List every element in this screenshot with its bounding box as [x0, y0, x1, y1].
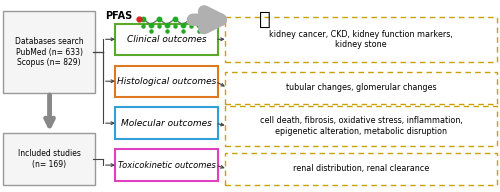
FancyBboxPatch shape	[225, 72, 497, 104]
FancyBboxPatch shape	[116, 108, 218, 139]
FancyBboxPatch shape	[225, 153, 497, 185]
Text: Histological outcomes: Histological outcomes	[117, 77, 216, 86]
FancyBboxPatch shape	[225, 107, 497, 146]
FancyBboxPatch shape	[116, 65, 218, 97]
FancyBboxPatch shape	[116, 24, 218, 55]
Text: 🫘: 🫘	[259, 10, 271, 29]
Text: Molecular outcomes: Molecular outcomes	[121, 119, 212, 128]
Text: tubular changes, glomerular changes: tubular changes, glomerular changes	[286, 83, 436, 92]
Text: kidney cancer, CKD, kidney function markers,
kidney stone: kidney cancer, CKD, kidney function mark…	[269, 30, 453, 49]
FancyBboxPatch shape	[116, 149, 218, 181]
Text: PFAS: PFAS	[106, 11, 133, 21]
Text: Databases search
PubMed (n= 633)
Scopus (n= 829): Databases search PubMed (n= 633) Scopus …	[15, 37, 84, 67]
Text: Clinical outcomes: Clinical outcomes	[126, 35, 206, 44]
FancyBboxPatch shape	[225, 17, 497, 62]
Text: cell death, fibrosis, oxidative stress, inflammation,
epigenetic alteration, met: cell death, fibrosis, oxidative stress, …	[260, 116, 462, 136]
Text: Included studies
(n= 169): Included studies (n= 169)	[18, 149, 80, 169]
FancyBboxPatch shape	[3, 133, 96, 185]
Text: renal distribution, renal clearance: renal distribution, renal clearance	[293, 164, 429, 173]
Text: Toxicokinetic outcomes: Toxicokinetic outcomes	[118, 161, 216, 170]
FancyBboxPatch shape	[3, 11, 96, 93]
